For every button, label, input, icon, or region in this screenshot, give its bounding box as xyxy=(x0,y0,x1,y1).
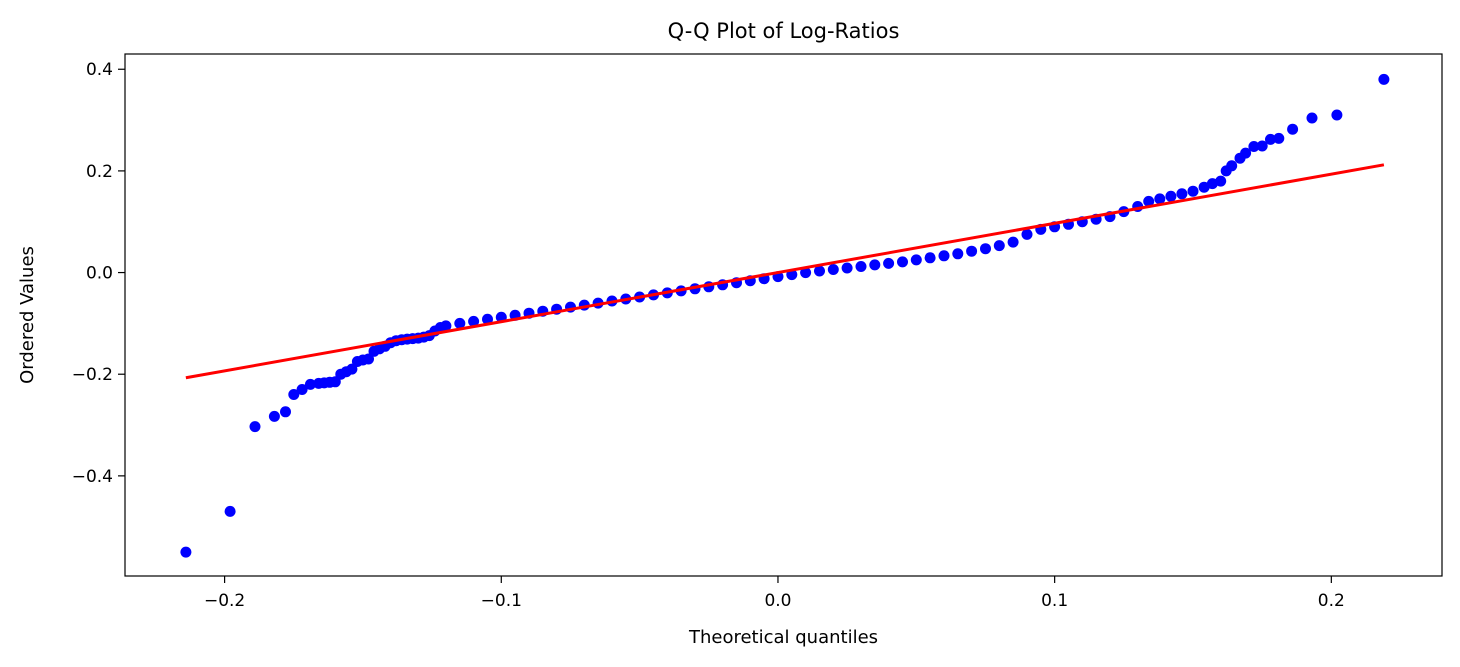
data-point xyxy=(1378,73,1390,85)
plot-area xyxy=(124,53,1443,577)
data-point xyxy=(468,315,480,327)
data-point xyxy=(280,406,291,418)
data-point xyxy=(1273,132,1285,144)
plot-frame xyxy=(124,53,1443,577)
chart-title: Q-Q Plot of Log-Ratios xyxy=(668,19,900,43)
data-point xyxy=(841,262,853,274)
data-point xyxy=(249,421,261,433)
data-point xyxy=(1215,175,1227,187)
y-axis-label: Ordered Values xyxy=(17,246,38,384)
x-tick-label: 0.0 xyxy=(764,591,791,611)
data-point xyxy=(329,376,341,388)
x-tick-label: −0.2 xyxy=(204,591,245,611)
data-point xyxy=(1287,123,1299,135)
data-point xyxy=(1248,141,1260,152)
data-point xyxy=(304,378,316,390)
data-point xyxy=(1021,228,1033,240)
data-point xyxy=(1165,190,1177,202)
x-axis-label: Theoretical quantiles xyxy=(688,627,878,648)
y-axis-ticks: −0.4 −0.2 0.0 0.2 0.4 xyxy=(72,60,125,487)
data-point xyxy=(268,410,280,422)
data-point xyxy=(296,384,308,395)
y-tick-label: 0.2 xyxy=(86,162,113,182)
data-point xyxy=(454,317,466,329)
data-point xyxy=(1154,193,1166,205)
data-point xyxy=(1226,160,1238,172)
data-point xyxy=(1198,181,1210,193)
data-point xyxy=(966,245,978,257)
data-point xyxy=(1187,185,1199,197)
data-point xyxy=(924,252,936,264)
data-point xyxy=(363,353,374,365)
data-point xyxy=(224,505,236,517)
x-tick-label: 0.2 xyxy=(1318,591,1345,611)
data-point xyxy=(1240,147,1252,159)
data-point xyxy=(855,261,867,272)
data-point xyxy=(1306,112,1318,124)
data-point xyxy=(938,250,950,262)
data-point xyxy=(800,267,812,279)
y-tick-label: −0.2 xyxy=(72,365,113,385)
y-tick-label: 0.0 xyxy=(86,264,113,284)
data-point xyxy=(869,259,881,271)
data-point xyxy=(897,256,908,268)
data-point xyxy=(1256,140,1268,152)
data-point xyxy=(440,320,452,332)
data-point xyxy=(1007,236,1019,248)
data-point xyxy=(952,248,964,260)
data-point xyxy=(814,265,825,277)
y-tick-label: −0.4 xyxy=(72,467,113,487)
x-tick-label: 0.1 xyxy=(1041,591,1068,611)
x-axis-ticks: −0.2 −0.1 0.0 0.1 0.2 xyxy=(204,576,1345,611)
data-point xyxy=(980,243,991,255)
x-tick-label: −0.1 xyxy=(481,591,522,611)
data-point xyxy=(346,363,358,375)
scatter-points xyxy=(180,73,1390,558)
plot-background xyxy=(125,54,1442,576)
data-point xyxy=(1206,178,1218,190)
data-point xyxy=(883,257,895,269)
data-point xyxy=(180,546,192,558)
data-point xyxy=(1331,109,1343,121)
data-point xyxy=(1143,195,1155,207)
fit-line xyxy=(185,163,1385,380)
data-point xyxy=(827,264,839,275)
y-tick-label: 0.4 xyxy=(86,60,113,80)
data-point xyxy=(288,389,300,400)
data-point xyxy=(993,240,1005,252)
data-point xyxy=(482,313,493,325)
data-point xyxy=(1176,188,1188,200)
data-point xyxy=(1265,133,1276,145)
data-point xyxy=(910,254,922,266)
